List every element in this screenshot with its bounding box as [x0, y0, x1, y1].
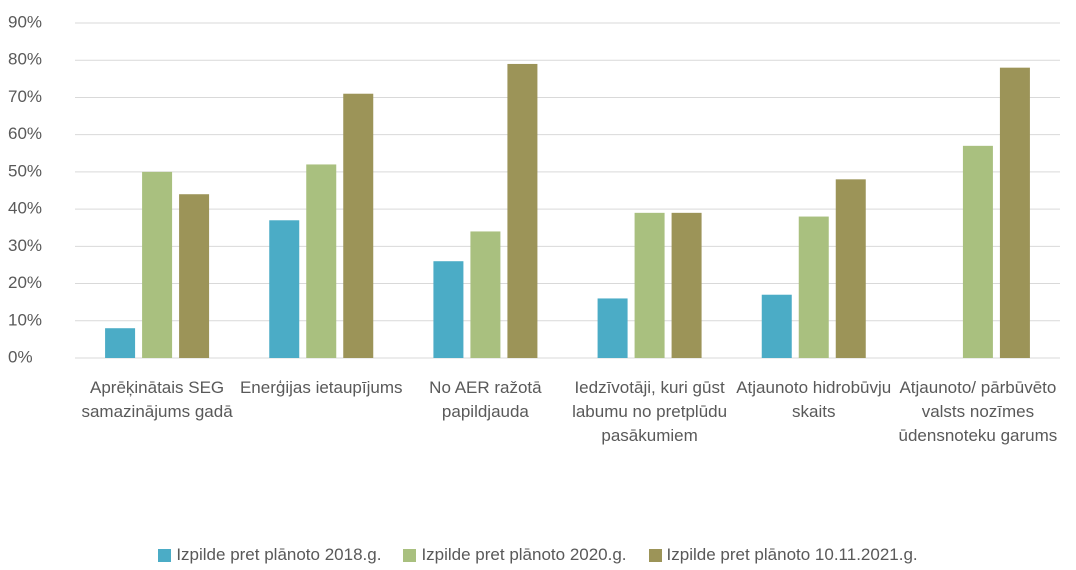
legend-item: Izpilde pret plānoto 2020.g.: [403, 545, 627, 565]
bar: [306, 164, 337, 358]
y-tick-label: 30%: [8, 236, 42, 255]
legend-swatch: [403, 548, 417, 562]
x-tick-label: Aprēķinātais SEG samazinājums gadā: [81, 378, 233, 421]
bar: [835, 179, 866, 358]
y-tick-label: 50%: [8, 161, 42, 180]
legend-label: Izpilde pret plānoto 2020.g.: [421, 545, 627, 564]
y-tick-label: 0%: [8, 347, 33, 366]
bar: [142, 171, 173, 358]
legend-item: Izpilde pret plānoto 10.11.2021.g.: [648, 545, 918, 565]
legend: Izpilde pret plānoto 2018.g. Izpilde pret…: [0, 545, 1076, 565]
bar: [761, 294, 792, 358]
bar: [999, 67, 1030, 359]
legend-item: Izpilde pret plānoto 2018.g.: [158, 545, 381, 565]
y-tick-label: 60%: [8, 124, 42, 143]
bar: [962, 145, 993, 358]
x-tick-label: Enerģijas ietaupījums: [239, 378, 403, 397]
bar: [597, 298, 628, 358]
y-tick-label: 80%: [8, 50, 42, 69]
bar: [269, 220, 300, 358]
bar: [470, 231, 501, 358]
legend-swatch: [158, 548, 172, 562]
legend-swatch: [648, 548, 662, 562]
bar: [798, 216, 829, 358]
bar: [105, 328, 136, 358]
y-tick-label: 70%: [8, 87, 42, 106]
y-tick-label: 90%: [8, 12, 42, 31]
legend-label: Izpilde pret plānoto 10.11.2021.g.: [666, 545, 918, 564]
bar: [671, 212, 702, 358]
legend-label: Izpilde pret plānoto 2018.g.: [176, 545, 382, 564]
bar: [343, 93, 374, 358]
y-tick-label: 10%: [8, 310, 42, 329]
x-tick-label: Atjaunoto hidrobūvju skaits: [736, 378, 892, 421]
bar: [507, 63, 538, 358]
bar: [433, 261, 464, 358]
x-tick-label: Atjaunoto/ pārbūvēto valsts nozīmes ūden…: [898, 378, 1058, 445]
x-tick-label: No AER ražotā papildjauda: [429, 378, 542, 421]
bar: [634, 212, 665, 358]
y-tick-label: 40%: [8, 199, 42, 218]
x-tick-label: Iedzīvotāji, kuri gūst labumu no pretplū…: [572, 378, 728, 445]
y-tick-label: 20%: [8, 273, 42, 292]
bar: [179, 194, 210, 358]
